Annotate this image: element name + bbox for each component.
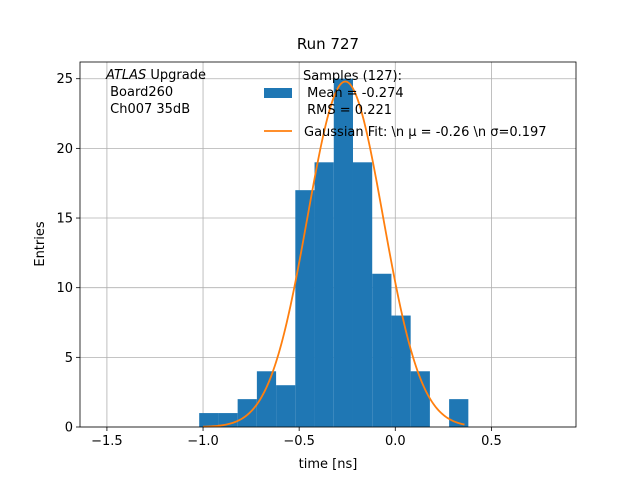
y-tick-label: 20 (56, 142, 73, 157)
histogram-bar (237, 399, 257, 427)
y-tick-label: 5 (65, 351, 73, 366)
y-tick-label: 0 (65, 421, 73, 436)
annotation-block: ATLAS Upgrade Board260 Ch007 35dB (105, 68, 206, 117)
x-tick-label: 0.5 (481, 434, 502, 449)
annotation-upgrade: Upgrade (146, 68, 206, 83)
y-axis-label: Entries (33, 221, 48, 267)
x-tick-label: −1.5 (91, 434, 123, 449)
x-tick-label: −0.5 (283, 434, 315, 449)
histogram-bar (295, 190, 315, 427)
legend-samples-line-3: RMS = 0.221 (303, 103, 392, 118)
y-tick-label: 15 (56, 212, 73, 227)
histogram-bar (199, 413, 219, 427)
legend-samples-line-1: Samples (127): (303, 69, 402, 84)
plot-frame (79, 61, 577, 428)
y-tick-label: 10 (56, 281, 73, 296)
annotation-line-1: ATLAS Upgrade (105, 68, 206, 83)
legend: Samples (127): Mean = -0.274 RMS = 0.221… (264, 69, 547, 140)
annotation-line-2: Board260 (106, 85, 173, 100)
histogram-bar (372, 273, 392, 427)
gaussian-fit (203, 80, 465, 428)
x-tick-label: −1.0 (187, 434, 219, 449)
histogram-bar (314, 162, 334, 427)
histogram-bars (199, 78, 469, 427)
y-axis-ticks: 0 5 10 15 20 25 (56, 72, 80, 436)
histogram-bar (449, 399, 469, 427)
legend-swatch-samples (264, 88, 292, 98)
histogram-bar (333, 78, 353, 427)
gaussian-fit-curve (203, 80, 465, 428)
annotation-line-3: Ch007 35dB (106, 102, 190, 117)
legend-samples-line-2: Mean = -0.274 (303, 86, 404, 101)
histogram-bar (352, 162, 373, 427)
histogram-bar (410, 371, 430, 427)
annotation-atlas: ATLAS (105, 68, 146, 83)
x-tick-label: 0.0 (385, 434, 406, 449)
x-axis-ticks: −1.5 −1.0 −0.5 0.0 0.5 (91, 427, 502, 449)
histogram-bar (391, 315, 411, 427)
histogram-bar (256, 371, 277, 427)
y-tick-label: 25 (56, 72, 73, 87)
legend-fit-label: Gaussian Fit: \n μ = -0.26 \n σ=0.197 (304, 125, 547, 140)
chart-title: Run 727 (297, 35, 359, 53)
histogram-bar (276, 385, 296, 427)
x-axis-label: time [ns] (299, 457, 358, 472)
